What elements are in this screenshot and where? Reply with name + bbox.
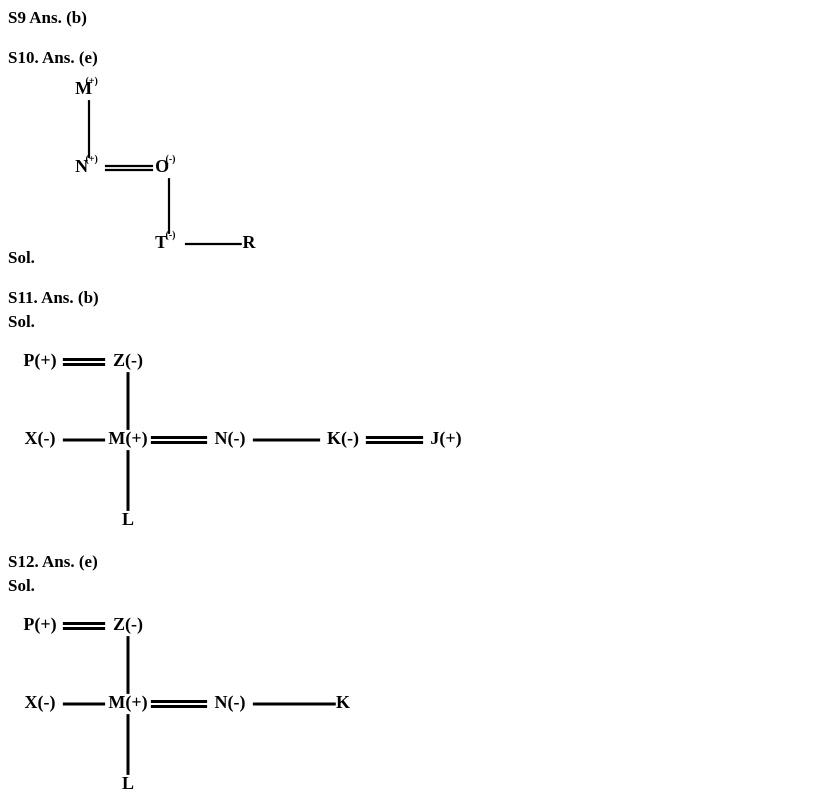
svg-text:(+): (+)	[85, 154, 97, 165]
svg-text:M(+): M(+)	[108, 692, 147, 713]
s12-diagram: P(+) Z(-) X(-) M(+) N(-) K L	[8, 600, 408, 800]
svg-text:(-): (-)	[165, 230, 175, 241]
svg-text:X(-): X(-)	[25, 428, 56, 449]
svg-text:N(-): N(-)	[215, 428, 246, 449]
node-K: K(-)	[327, 428, 359, 449]
svg-text:K(-): K(-)	[327, 428, 359, 449]
s11-diagram: P(+) Z(-) X(-) M(+) N(-) K(-) J(+) L	[8, 336, 468, 536]
s10-diagram: M(+) N(+) O(-) T(-) R	[39, 72, 299, 272]
svg-text:R: R	[242, 232, 256, 252]
node-M: M(+)	[108, 692, 147, 713]
svg-text:Z(-): Z(-)	[113, 350, 143, 371]
node-N: N(-)	[215, 692, 246, 713]
svg-text:M(+): M(+)	[108, 428, 147, 449]
svg-text:P(+): P(+)	[23, 350, 56, 371]
node-K: K	[336, 692, 350, 712]
s9-answer: S9 Ans. (b)	[8, 8, 826, 28]
svg-text:P(+): P(+)	[23, 614, 56, 635]
svg-text:N(-): N(-)	[215, 692, 246, 713]
node-X: X(-)	[25, 692, 56, 713]
svg-text:L: L	[122, 509, 134, 529]
node-M: M(+)	[75, 76, 98, 98]
node-Z: Z(-)	[113, 350, 143, 371]
s10-sol-label: Sol.	[8, 248, 39, 268]
node-N: N(+)	[75, 154, 98, 176]
svg-text:(-): (-)	[165, 154, 175, 165]
node-P: P(+)	[23, 350, 56, 371]
svg-text:L: L	[122, 773, 134, 793]
node-J: J(+)	[430, 428, 461, 449]
node-O: O(-)	[155, 154, 175, 176]
node-R: R	[242, 232, 256, 252]
node-N: N(-)	[215, 428, 246, 449]
node-M: M(+)	[108, 428, 147, 449]
s11-heading: S11. Ans. (b)	[8, 288, 826, 308]
svg-text:J(+): J(+)	[430, 428, 461, 449]
svg-text:(+): (+)	[85, 76, 97, 87]
s12-heading: S12. Ans. (e)	[8, 552, 826, 572]
s11-sol-label: Sol.	[8, 312, 826, 332]
svg-text:Z(-): Z(-)	[113, 614, 143, 635]
node-Z: Z(-)	[113, 614, 143, 635]
node-T: T(-)	[155, 230, 175, 252]
s12-sol-label: Sol.	[8, 576, 826, 596]
node-L: L	[122, 509, 134, 529]
svg-text:X(-): X(-)	[25, 692, 56, 713]
node-X: X(-)	[25, 428, 56, 449]
node-P: P(+)	[23, 614, 56, 635]
node-L: L	[122, 773, 134, 793]
s10-heading: S10. Ans. (e)	[8, 48, 826, 68]
svg-text:K: K	[336, 692, 350, 712]
